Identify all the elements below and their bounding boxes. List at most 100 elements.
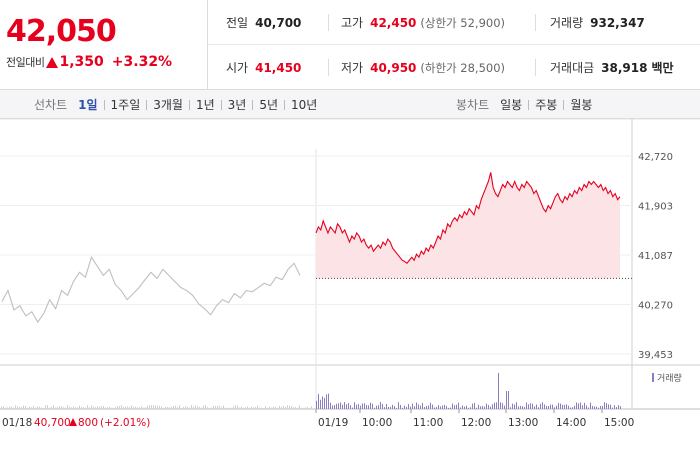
divider [328,14,329,31]
volume-bar [474,402,475,409]
volume-bar [297,407,298,409]
volume-bar [219,405,220,409]
volume-bar [239,407,240,409]
volume-bar [307,407,308,409]
candle-daily[interactable]: 일봉 [500,98,523,112]
volume-bar [368,405,369,409]
period-1w[interactable]: 1주일 [110,98,141,112]
period-1y[interactable]: 1년 [195,98,215,112]
volume-bar [500,402,501,409]
prev-close-label: 전일 [226,16,249,30]
y-tick-label: 39,453 [638,350,673,361]
volume-bar [181,407,182,409]
volume-bar [255,407,256,409]
volume-bar [151,405,152,409]
volume-bar [320,399,321,409]
volume-bar [386,403,387,409]
volume-bar [59,406,60,409]
volume-bar [394,406,395,409]
volume-bar [514,404,515,409]
volume-bar [486,403,487,409]
volume-bar [432,404,433,409]
volume-bar [165,407,166,409]
price-chart: 42,720 41,903 41,087 40,270 39,453 01/19 10:0… [0,118,700,450]
volume-bar [167,406,168,409]
volume-layer [1,373,621,409]
volume-bar [422,403,423,409]
volume-bar [364,403,365,409]
volume-bar [127,406,128,409]
volume-bar [338,403,339,409]
candle-monthly[interactable]: 월봉 [570,98,593,112]
x-tick-label: 14:00 [556,417,586,429]
volume-bar [71,407,72,409]
change-percent: +3.32% [111,54,173,70]
volume-bar [434,407,435,409]
price-box: 42,050 전일대비 1,350 +3.32% [0,0,208,90]
period-1d[interactable]: 1일 [78,98,98,112]
volume-bar [95,407,96,409]
volume-bar [344,402,345,409]
high-value: 42,450 [370,15,417,30]
period-3m[interactable]: 3개월 [153,98,183,112]
line-chart-label: 선차트 [34,98,68,112]
volume-legend: 거래량 [657,372,682,384]
volume-bar [464,406,465,409]
open-value: 41,450 [255,60,302,75]
divider [535,59,536,76]
volume-bar [412,403,413,409]
volume-bar [444,404,445,409]
volume-bar [279,405,280,409]
volume-bar [287,405,288,409]
volume-bar [498,373,499,409]
volume-bar [490,406,491,409]
volume-bar [63,407,64,409]
divider [103,99,105,110]
volume-bar [350,405,351,409]
volume-bar [217,406,218,409]
volume-bar [460,407,461,409]
volume-bar [201,407,202,409]
volume-bar [506,391,507,409]
x-tick-label: 01/19 [318,417,348,429]
volume-bar [348,403,349,409]
volume-bar [159,406,160,409]
volume-bar [137,407,138,409]
grid-layer [0,155,632,355]
divider [146,99,148,110]
volume-bar [115,406,116,409]
divider [563,99,565,110]
volume-bar [155,405,156,409]
volume-bar [283,405,284,409]
volume-bar [153,405,154,409]
volume-bar [472,403,473,409]
volume-bar [229,407,230,409]
volume-bar [570,407,571,409]
volume-bar [618,405,619,409]
upper-limit: (상한가 52,900) [420,15,506,30]
price-chart-svg: 42,720 41,903 41,087 40,270 39,453 01/19 10:0… [0,118,700,429]
low-label: 저가 [341,61,364,75]
volume-bar [237,405,238,409]
volume-bar [326,394,327,409]
period-10y[interactable]: 10년 [291,98,318,112]
volume-bar [568,405,569,409]
volume-bar [606,403,607,409]
line-chart-periods: 선차트 1일 1주일 3개월 1년 3년 5년 10년 [34,90,317,119]
volume-bar [147,405,148,409]
period-5y[interactable]: 5년 [259,98,279,112]
volume-legend-swatch [652,373,654,382]
volume-bar [75,407,76,409]
change-value: 1,350 [59,54,104,70]
period-3y[interactable]: 3년 [227,98,247,112]
volume-bar [145,407,146,409]
volume-bar [257,405,258,409]
prev-close-cell: 전일 40,700 [226,0,301,45]
volume-bar [324,398,325,409]
volume-bar [221,407,222,409]
stats-row-1: 전일 40,700 고가 42,450 (상한가 52,900) 거래량 932… [208,0,700,45]
candle-weekly[interactable]: 주봉 [535,98,558,112]
volume-bar [538,407,539,409]
volume-bar [23,405,24,409]
volume-bar [65,407,66,409]
